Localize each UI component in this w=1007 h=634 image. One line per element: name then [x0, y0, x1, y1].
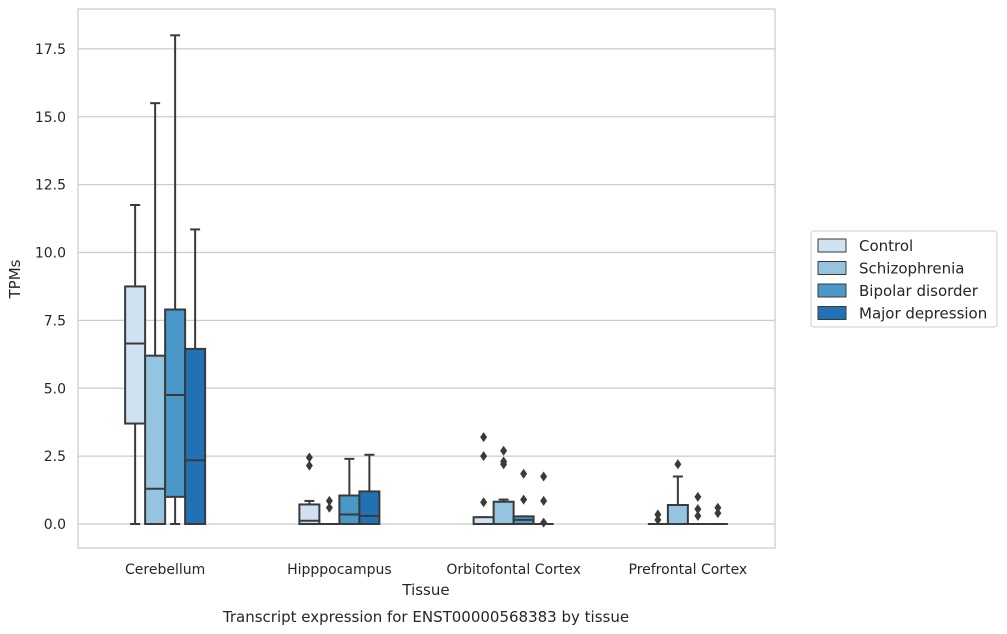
legend-label: Major depression — [859, 305, 987, 323]
y-tick-label: 12.5 — [35, 178, 66, 194]
box-body — [338, 494, 361, 525]
legend-label: Control — [859, 237, 913, 255]
y-axis-label: TPMs — [6, 259, 24, 299]
box-major-depression — [184, 228, 207, 525]
outlier-point — [654, 509, 662, 520]
box-bipolar-disorder — [512, 468, 535, 526]
y-tick-label: 15.0 — [35, 110, 66, 126]
x-tick-label: Prefrontal Cortex — [629, 562, 748, 578]
box-body — [666, 503, 689, 525]
outlier-point — [305, 460, 313, 471]
box-schizophrenia — [492, 445, 515, 525]
y-axis-ticks: 0.0 2.5 5.0 7.5 10.0 12.5 15.0 17.5 — [35, 42, 66, 533]
box-schizophrenia — [319, 495, 340, 525]
box-body — [492, 500, 515, 525]
y-tick-label: 10.0 — [35, 246, 66, 262]
outlier-point — [714, 502, 722, 513]
box-schizophrenia — [666, 459, 689, 525]
outlier-point — [480, 451, 488, 462]
x-tick-label: Cerebellum — [125, 562, 205, 578]
box-body — [124, 285, 147, 425]
box-body — [472, 516, 495, 526]
outlier-point — [694, 491, 702, 502]
outlier-point — [520, 494, 528, 505]
legend-swatch — [817, 238, 847, 253]
box-control — [298, 452, 321, 525]
box-body — [184, 347, 207, 525]
legend-frame — [810, 230, 998, 328]
y-tick-label: 5.0 — [44, 381, 66, 397]
y-tick-label: 0.0 — [44, 517, 66, 533]
box-control — [124, 203, 147, 525]
box-control — [647, 509, 668, 525]
legend-label: Bipolar disorder — [859, 282, 979, 300]
box-body — [298, 503, 321, 525]
outlier-point — [520, 468, 528, 479]
y-tick-label: 17.5 — [35, 42, 66, 58]
box-schizophrenia — [144, 102, 167, 526]
outlier-point — [540, 517, 548, 528]
outlier-point — [540, 495, 548, 506]
outlier-point — [694, 510, 702, 521]
outlier-point — [325, 495, 333, 506]
box-body — [358, 490, 381, 526]
chart-caption: Transcript expression for ENST0000056838… — [222, 608, 629, 626]
y-tick-label: 2.5 — [44, 449, 66, 465]
box-major-depression — [707, 502, 728, 525]
box-bipolar-disorder — [338, 457, 361, 525]
x-tick-label: Hipppocampus — [287, 562, 392, 578]
box-bipolar-disorder — [687, 491, 708, 525]
x-axis-label: Tissue — [401, 581, 449, 599]
outlier-point — [674, 459, 682, 470]
outlier-point — [305, 452, 313, 463]
box-major-depression — [533, 471, 554, 528]
plot-area — [124, 34, 728, 528]
legend: Control Schizophrenia Bipolar disorder Majo… — [810, 230, 998, 328]
box-bipolar-disorder — [164, 34, 187, 525]
box-body — [164, 308, 187, 498]
legend-swatch — [817, 283, 847, 298]
x-axis-ticks: Cerebellum Hipppocampus Orbitofontal Corte… — [125, 562, 747, 578]
box-body — [144, 354, 167, 526]
outlier-point — [694, 504, 702, 515]
outlier-point — [480, 497, 488, 508]
legend-swatch — [817, 306, 847, 320]
box-control — [472, 432, 495, 526]
legend-swatch — [817, 261, 847, 275]
outlier-point — [500, 456, 508, 467]
outlier-point — [654, 514, 662, 525]
legend-label: Schizophrenia — [859, 260, 964, 278]
outlier-point — [325, 502, 333, 513]
plot-frame — [77, 8, 776, 549]
box-major-depression — [358, 453, 381, 526]
outlier-point — [540, 471, 548, 482]
x-tick-label: Orbitofontal Cortex — [446, 562, 581, 578]
y-tick-label: 7.5 — [44, 313, 66, 329]
outlier-point — [480, 432, 488, 443]
outlier-point — [714, 508, 722, 519]
outlier-point — [500, 445, 508, 456]
